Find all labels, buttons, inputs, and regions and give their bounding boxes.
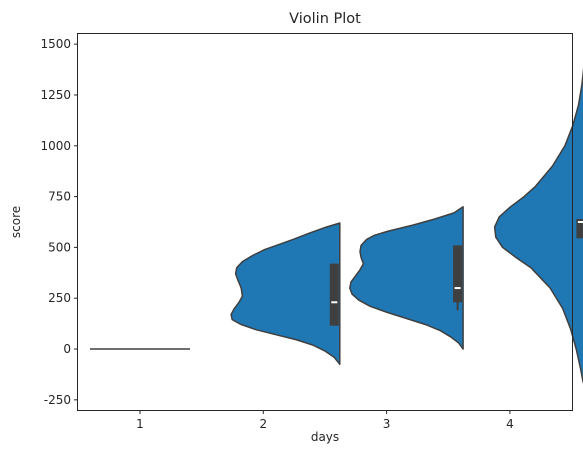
plot-frame bbox=[77, 33, 573, 411]
y-tick-label: 1000 bbox=[40, 139, 71, 153]
violin-body bbox=[349, 206, 464, 350]
violin-body bbox=[230, 222, 341, 366]
x-tick-label: 2 bbox=[259, 417, 267, 431]
y-axis: -250 0 250 500 750 1000 1250 1500 bbox=[40, 37, 78, 407]
y-tick-label: 500 bbox=[48, 240, 71, 254]
violins-layer bbox=[90, 67, 583, 384]
y-tick-label: -250 bbox=[44, 393, 71, 407]
y-tick-label: 250 bbox=[48, 291, 71, 305]
x-tick-label: 3 bbox=[383, 417, 391, 431]
boxes-layer bbox=[329, 218, 583, 326]
y-tick-label: 1500 bbox=[40, 37, 71, 51]
y-tick-label: 1250 bbox=[40, 88, 71, 102]
x-axis: 1 2 3 4 bbox=[136, 410, 514, 431]
x-tick-label: 1 bbox=[136, 417, 144, 431]
x-axis-label: days bbox=[311, 430, 339, 444]
y-axis-label: score bbox=[9, 206, 23, 238]
violin-body bbox=[493, 67, 583, 384]
y-tick-label: 0 bbox=[63, 342, 71, 356]
chart-title: Violin Plot bbox=[289, 11, 361, 27]
violin-box bbox=[576, 218, 583, 239]
y-tick-label: 750 bbox=[48, 190, 71, 204]
violin-box bbox=[453, 245, 463, 303]
x-tick-label: 4 bbox=[506, 417, 514, 431]
violin-box bbox=[329, 263, 339, 326]
